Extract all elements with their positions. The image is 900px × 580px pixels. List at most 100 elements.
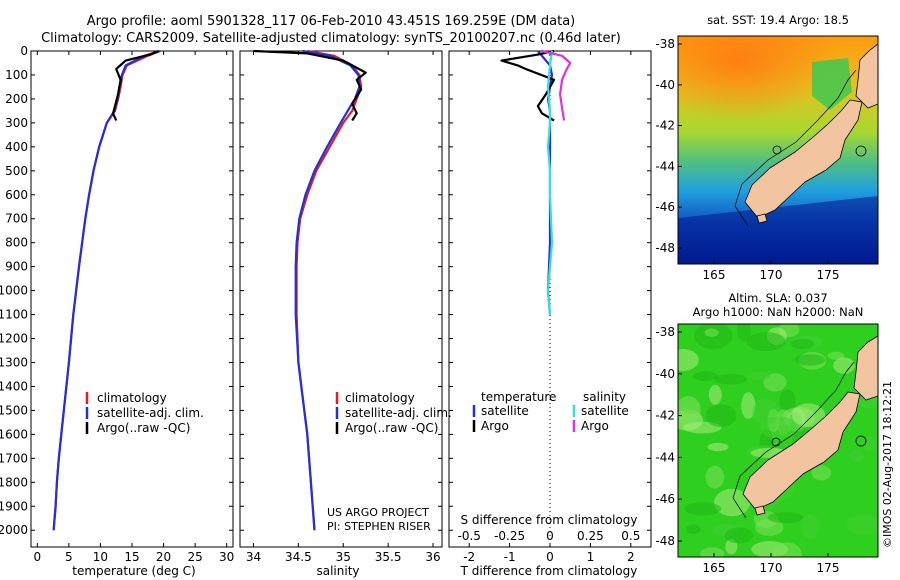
y-tick-label: 1200: [0, 332, 28, 346]
y-tick-label: 1800: [0, 475, 28, 489]
series-line-salinity-argo: [541, 49, 572, 121]
sla-patch: [833, 357, 855, 374]
sla-patch: [737, 324, 751, 342]
sst-map-ticks: 165 170 175 -38 -40 -42 -44 -46 -48: [655, 37, 839, 282]
salinity-axes: [239, 50, 443, 548]
series-line-argo-raw-qc-: [253, 49, 367, 122]
x-tick-label: 30: [219, 550, 234, 564]
y-tick-label: 1900: [0, 499, 28, 513]
map-y-tick-label: -40: [655, 367, 675, 381]
x-tick-label: 1: [587, 550, 595, 564]
title-line-2: Climatology: CARS2009. Satellite-adjuste…: [41, 31, 621, 46]
x-tick-label: 35.5: [375, 550, 402, 564]
difference-plot: -2 -1 0 1 2: [449, 49, 651, 564]
sla-patch: [714, 488, 751, 517]
sst-cold-band: [678, 196, 878, 264]
y-tick-label: 2000: [0, 523, 28, 537]
x-tick-label: 34: [246, 550, 261, 564]
sla-patch: [772, 542, 802, 557]
difference-x-axis-label: T difference from climatology: [460, 564, 638, 578]
sla-map-ticks: 165 170 175 -38 -40 -42 -44 -46 -48: [655, 325, 839, 575]
sst-map-title: sat. SST: 19.4 Argo: 18.5: [707, 13, 849, 27]
pi-credit: PI: STEPHEN RISER: [327, 520, 431, 533]
map-x-tick-label: 165: [703, 268, 726, 282]
legend-header-temperature: temperature: [481, 390, 556, 404]
legend-label-satellite: satellite-adj. clim.: [345, 406, 452, 420]
sla-patch: [800, 514, 820, 539]
sla-patch: [704, 328, 719, 337]
series-line-salinity-satellite: [546, 50, 554, 315]
series-line-argo-raw-qc-: [111, 49, 159, 121]
x-tick-label: 5: [65, 550, 73, 564]
map-y-tick-label: -42: [655, 119, 675, 133]
sla-map: [678, 324, 878, 557]
y-tick-label: 500: [5, 164, 28, 178]
y-tick-label: 1600: [0, 427, 28, 441]
sla-patch: [724, 527, 754, 544]
temperature-plot: 0100200300400500600700800900100011001200…: [0, 44, 234, 564]
temperature-x-axis-label: temperature (deg C): [72, 564, 195, 578]
y-tick-label: 800: [5, 236, 28, 250]
sla-map-frame: [677, 323, 879, 558]
sla-patch: [791, 339, 815, 350]
legend-label-s-satellite: satellite: [581, 404, 629, 418]
s-tick-label: 0.5: [621, 529, 640, 543]
sla-patch: [699, 547, 725, 557]
sla-patch: [705, 404, 737, 428]
land-south-island: [742, 391, 861, 511]
sst-map: [678, 36, 878, 264]
x-tick-label: 10: [93, 550, 108, 564]
map-x-tick-label: 170: [760, 268, 783, 282]
sst-map-frame: [677, 35, 879, 265]
temperature-legend: climatology satellite-adj. clim. Argo(..…: [85, 391, 204, 435]
legend-label-argo: Argo(..raw -QC): [97, 421, 190, 435]
s-tick-label: 0: [546, 529, 554, 543]
s-difference-label: S difference from climatology: [461, 513, 638, 527]
sla-patch: [746, 332, 786, 352]
sst-warm-region: [678, 36, 878, 156]
sla-patch: [678, 349, 699, 371]
x-tick-label: 34.5: [285, 550, 312, 564]
legend-label-t-satellite: satellite: [481, 404, 529, 418]
series-line-satellite-adj-clim-: [52, 49, 161, 531]
land-stewart-island: [756, 213, 768, 224]
map-x-tick-label: 170: [760, 561, 783, 575]
land-south-island: [744, 99, 863, 219]
sla-patch: [779, 389, 796, 413]
series-line-temperature-argo: [500, 49, 556, 122]
temperature-axes: [30, 50, 234, 548]
sla-patch: [794, 354, 826, 366]
imos-stamp: ©IMOS 02-Aug-2017 18:12:21: [881, 381, 894, 548]
sla-map-title-1: Altim. SLA: 0.037: [728, 291, 827, 305]
salinity-plot: 34 34.5 35 35.5 36: [240, 49, 442, 564]
legend-label-s-argo: Argo: [581, 419, 609, 433]
x-tick-label: 36: [425, 550, 440, 564]
sla-map-title-2: Argo h1000: NaN h2000: NaN: [693, 305, 864, 319]
sla-patch: [741, 392, 756, 419]
sla-patch: [863, 436, 877, 452]
sla-patch: [705, 465, 725, 489]
map-x-tick-label: 175: [817, 561, 840, 575]
map-y-tick-label: -38: [655, 37, 675, 51]
x-tick-label: 0: [546, 550, 554, 564]
argo-float-location: [772, 145, 782, 155]
map-x-tick-label: 165: [703, 561, 726, 575]
s-tick-label: 0.25: [577, 529, 604, 543]
sst-green-patch: [812, 58, 852, 110]
x-tick-label: 25: [187, 550, 202, 564]
land-north-island: [855, 43, 878, 109]
legend-label-climatology: climatology: [97, 391, 167, 405]
map-y-tick-label: -42: [655, 409, 675, 423]
map-y-tick-label: -46: [655, 200, 675, 214]
sla-patch: [686, 524, 701, 534]
y-tick-label: 100: [5, 68, 28, 82]
project-credit: US ARGO PROJECT: [327, 506, 429, 519]
series-line-satellite-adj-clim-: [294, 49, 361, 531]
x-tick-label: 2: [627, 550, 635, 564]
sla-patch: [708, 384, 722, 405]
land-north-island: [853, 335, 878, 401]
sla-patch: [714, 373, 748, 385]
sla-patch: [792, 403, 825, 428]
map-y-tick-label: -40: [655, 78, 675, 92]
salinity-x-axis-label: salinity: [316, 564, 359, 578]
